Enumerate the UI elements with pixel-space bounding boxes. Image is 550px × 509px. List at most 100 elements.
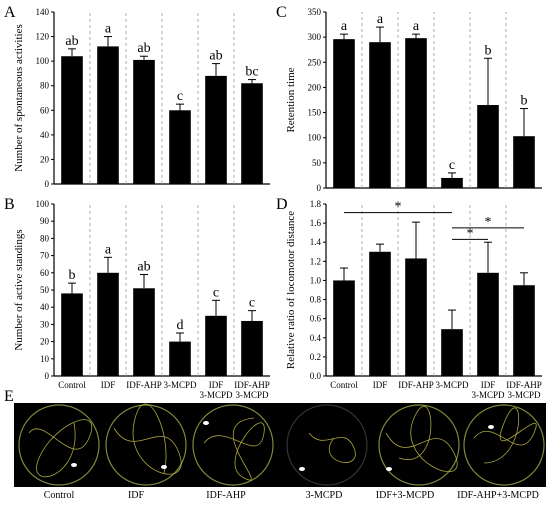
chart-b-y-tick-label: 90 xyxy=(40,216,50,226)
chart-a-y-tick-label: 40 xyxy=(40,130,50,140)
chart-d-bar-2 xyxy=(405,258,427,376)
chart-b-bar-3 xyxy=(169,341,191,376)
chart-b-sig-letter-2: ab xyxy=(137,260,150,275)
chart-d-x-tick-label: 3-MCPD xyxy=(507,390,541,400)
chart-d-y-tick-label: 1.4 xyxy=(310,237,322,247)
chart-a-y-tick-label: 140 xyxy=(36,7,50,17)
chart-c-sig-letter-2: a xyxy=(413,19,420,34)
chart-d-x-tick-label: 3-MCPD xyxy=(435,380,469,390)
track-dish-3mcpd xyxy=(286,404,368,486)
chart-b-x-tick-label: 3-MCPD xyxy=(163,380,197,390)
track-label-control: Control xyxy=(43,490,75,501)
chart-b-x-tick-label: 3-MCPD xyxy=(199,390,233,400)
chart-c-y-tick-label: 350 xyxy=(308,7,322,17)
chart-a-bar-2 xyxy=(133,59,155,184)
chart-d-sig-star-2: * xyxy=(485,215,492,230)
chart-c-y-tick-label: 0 xyxy=(317,183,322,193)
chart-a-sig-letter-4: ab xyxy=(209,49,222,64)
chart-c-bar-0 xyxy=(333,39,355,189)
chart-d-y-tick-label: 0.4 xyxy=(310,333,322,343)
chart-a-bar-1 xyxy=(97,46,119,185)
chart-a-sig-letter-1: a xyxy=(105,22,112,37)
chart-d-bar-1 xyxy=(369,251,391,376)
track-dish-idf-ahp xyxy=(192,404,274,486)
chart-d-x-tick-label: Control xyxy=(330,380,358,390)
chart-d-bar-3 xyxy=(441,329,463,376)
chart-d-y-tick-label: 0.8 xyxy=(310,295,322,305)
track-label-3mcpd: 3-MCPD xyxy=(305,490,343,501)
chart-c-sig-letter-5: b xyxy=(521,94,528,109)
panel-label-e: E xyxy=(4,388,14,405)
track-label-idf-3mcpd: IDF+3-MCPD xyxy=(375,490,435,501)
chart-c-sig-letter-1: a xyxy=(377,12,384,27)
chart-a-sig-letter-3: c xyxy=(177,89,183,104)
chart-d-y-tick-label: 1.0 xyxy=(310,275,322,285)
chart-d-x-tick-label: IDF-AHP xyxy=(398,380,434,390)
chart-d-sig-star-1: * xyxy=(467,226,474,241)
chart-b-sig-letter-5: c xyxy=(249,296,255,311)
track-dish-control xyxy=(18,404,100,486)
track-dish-idf-3mcpd xyxy=(378,404,460,486)
chart-d-y-axis-label: Relative ratio of locomotor distance xyxy=(285,211,297,369)
chart-b-y-tick-label: 80 xyxy=(40,233,50,243)
chart-b-y-tick-label: 10 xyxy=(40,354,50,364)
chart-b-y-axis-label: Number of active standings xyxy=(13,229,25,350)
chart-d-y-tick-label: 0.2 xyxy=(310,352,321,362)
chart-b-y-tick-label: 40 xyxy=(40,302,50,312)
chart-d-y-tick-label: 0.0 xyxy=(310,371,322,381)
chart-b-y-tick-label: 70 xyxy=(40,251,50,261)
chart-c-bar-3 xyxy=(441,177,463,188)
chart-d-y-tick-label: 0.6 xyxy=(310,314,322,324)
chart-c-sig-letter-4: b xyxy=(485,43,492,58)
chart-a-bar-5 xyxy=(241,83,263,184)
chart-c-sig-letter-3: c xyxy=(449,158,455,173)
chart-b-bar-2 xyxy=(133,288,155,376)
chart-b-sig-letter-4: c xyxy=(213,285,219,300)
chart-b-y-tick-label: 50 xyxy=(40,285,50,295)
chart-c-y-axis-label: Retention time xyxy=(285,67,297,132)
chart-c-y-tick-label: 200 xyxy=(308,82,322,92)
chart-a-y-tick-label: 60 xyxy=(40,105,50,115)
chart-a-sig-letter-0: ab xyxy=(65,34,78,49)
track-circles-drawing xyxy=(18,403,545,486)
chart-d-sig-star-0: * xyxy=(395,200,402,215)
chart-b-y-tick-label: 20 xyxy=(40,337,50,347)
chart-d-x-tick-label: 3-MCPD xyxy=(471,390,505,400)
chart-d-x-tick-label: IDF-AHP xyxy=(506,380,542,390)
track-label-idf-ahp: IDF-AHP xyxy=(206,490,246,501)
chart-b-y-tick-label: 0 xyxy=(45,371,50,381)
chart-c-bar-4 xyxy=(477,105,499,188)
chart-a-bar-4 xyxy=(205,75,227,184)
chart-d-x-tick-label: IDF xyxy=(481,380,496,390)
chart-d-bar-5 xyxy=(513,285,535,376)
chart-c-y-tick-label: 250 xyxy=(308,57,322,67)
chart-b-x-tick-label: IDF-AHP xyxy=(126,380,162,390)
track-label-idf: IDF xyxy=(127,490,145,501)
chart-d-bar-0 xyxy=(333,280,355,376)
chart-a-y-tick-label: 0 xyxy=(45,179,50,189)
chart-a-y-tick-label: 120 xyxy=(36,32,50,42)
chart-c-y-tick-label: 50 xyxy=(312,158,322,168)
chart-d-y-tick-label: 1.6 xyxy=(310,218,322,228)
chart-d-y-tick-label: 1.8 xyxy=(310,199,322,209)
chart-b-bar-1 xyxy=(97,272,119,376)
chart-b-x-tick-label: IDF xyxy=(209,380,224,390)
chart-b-bar-4 xyxy=(205,315,227,376)
chart-b-bar-5 xyxy=(241,320,263,376)
chart-c-y-tick-label: 300 xyxy=(308,32,322,42)
panel-label-a: A xyxy=(4,4,16,21)
chart-a-y-tick-label: 20 xyxy=(40,154,50,164)
chart-a-sig-letter-2: ab xyxy=(137,41,150,56)
chart-c-bar-2 xyxy=(405,38,427,188)
chart-d-x-tick-label: IDF xyxy=(373,380,388,390)
chart-b-bar-0 xyxy=(61,293,83,376)
chart-d-bar-4 xyxy=(477,272,499,376)
chart-b-sig-letter-3: d xyxy=(177,318,184,333)
chart-a-y-tick-label: 80 xyxy=(40,81,50,91)
chart-a-y-axis-label: Number of spontaneous activities xyxy=(13,24,25,172)
chart-a-bar-3 xyxy=(169,110,191,184)
chart-c-sig-letter-0: a xyxy=(341,19,348,34)
chart-b-y-tick-label: 60 xyxy=(40,268,50,278)
chart-b-y-tick-label: 30 xyxy=(40,319,50,329)
locomotor-track-images xyxy=(14,403,546,487)
